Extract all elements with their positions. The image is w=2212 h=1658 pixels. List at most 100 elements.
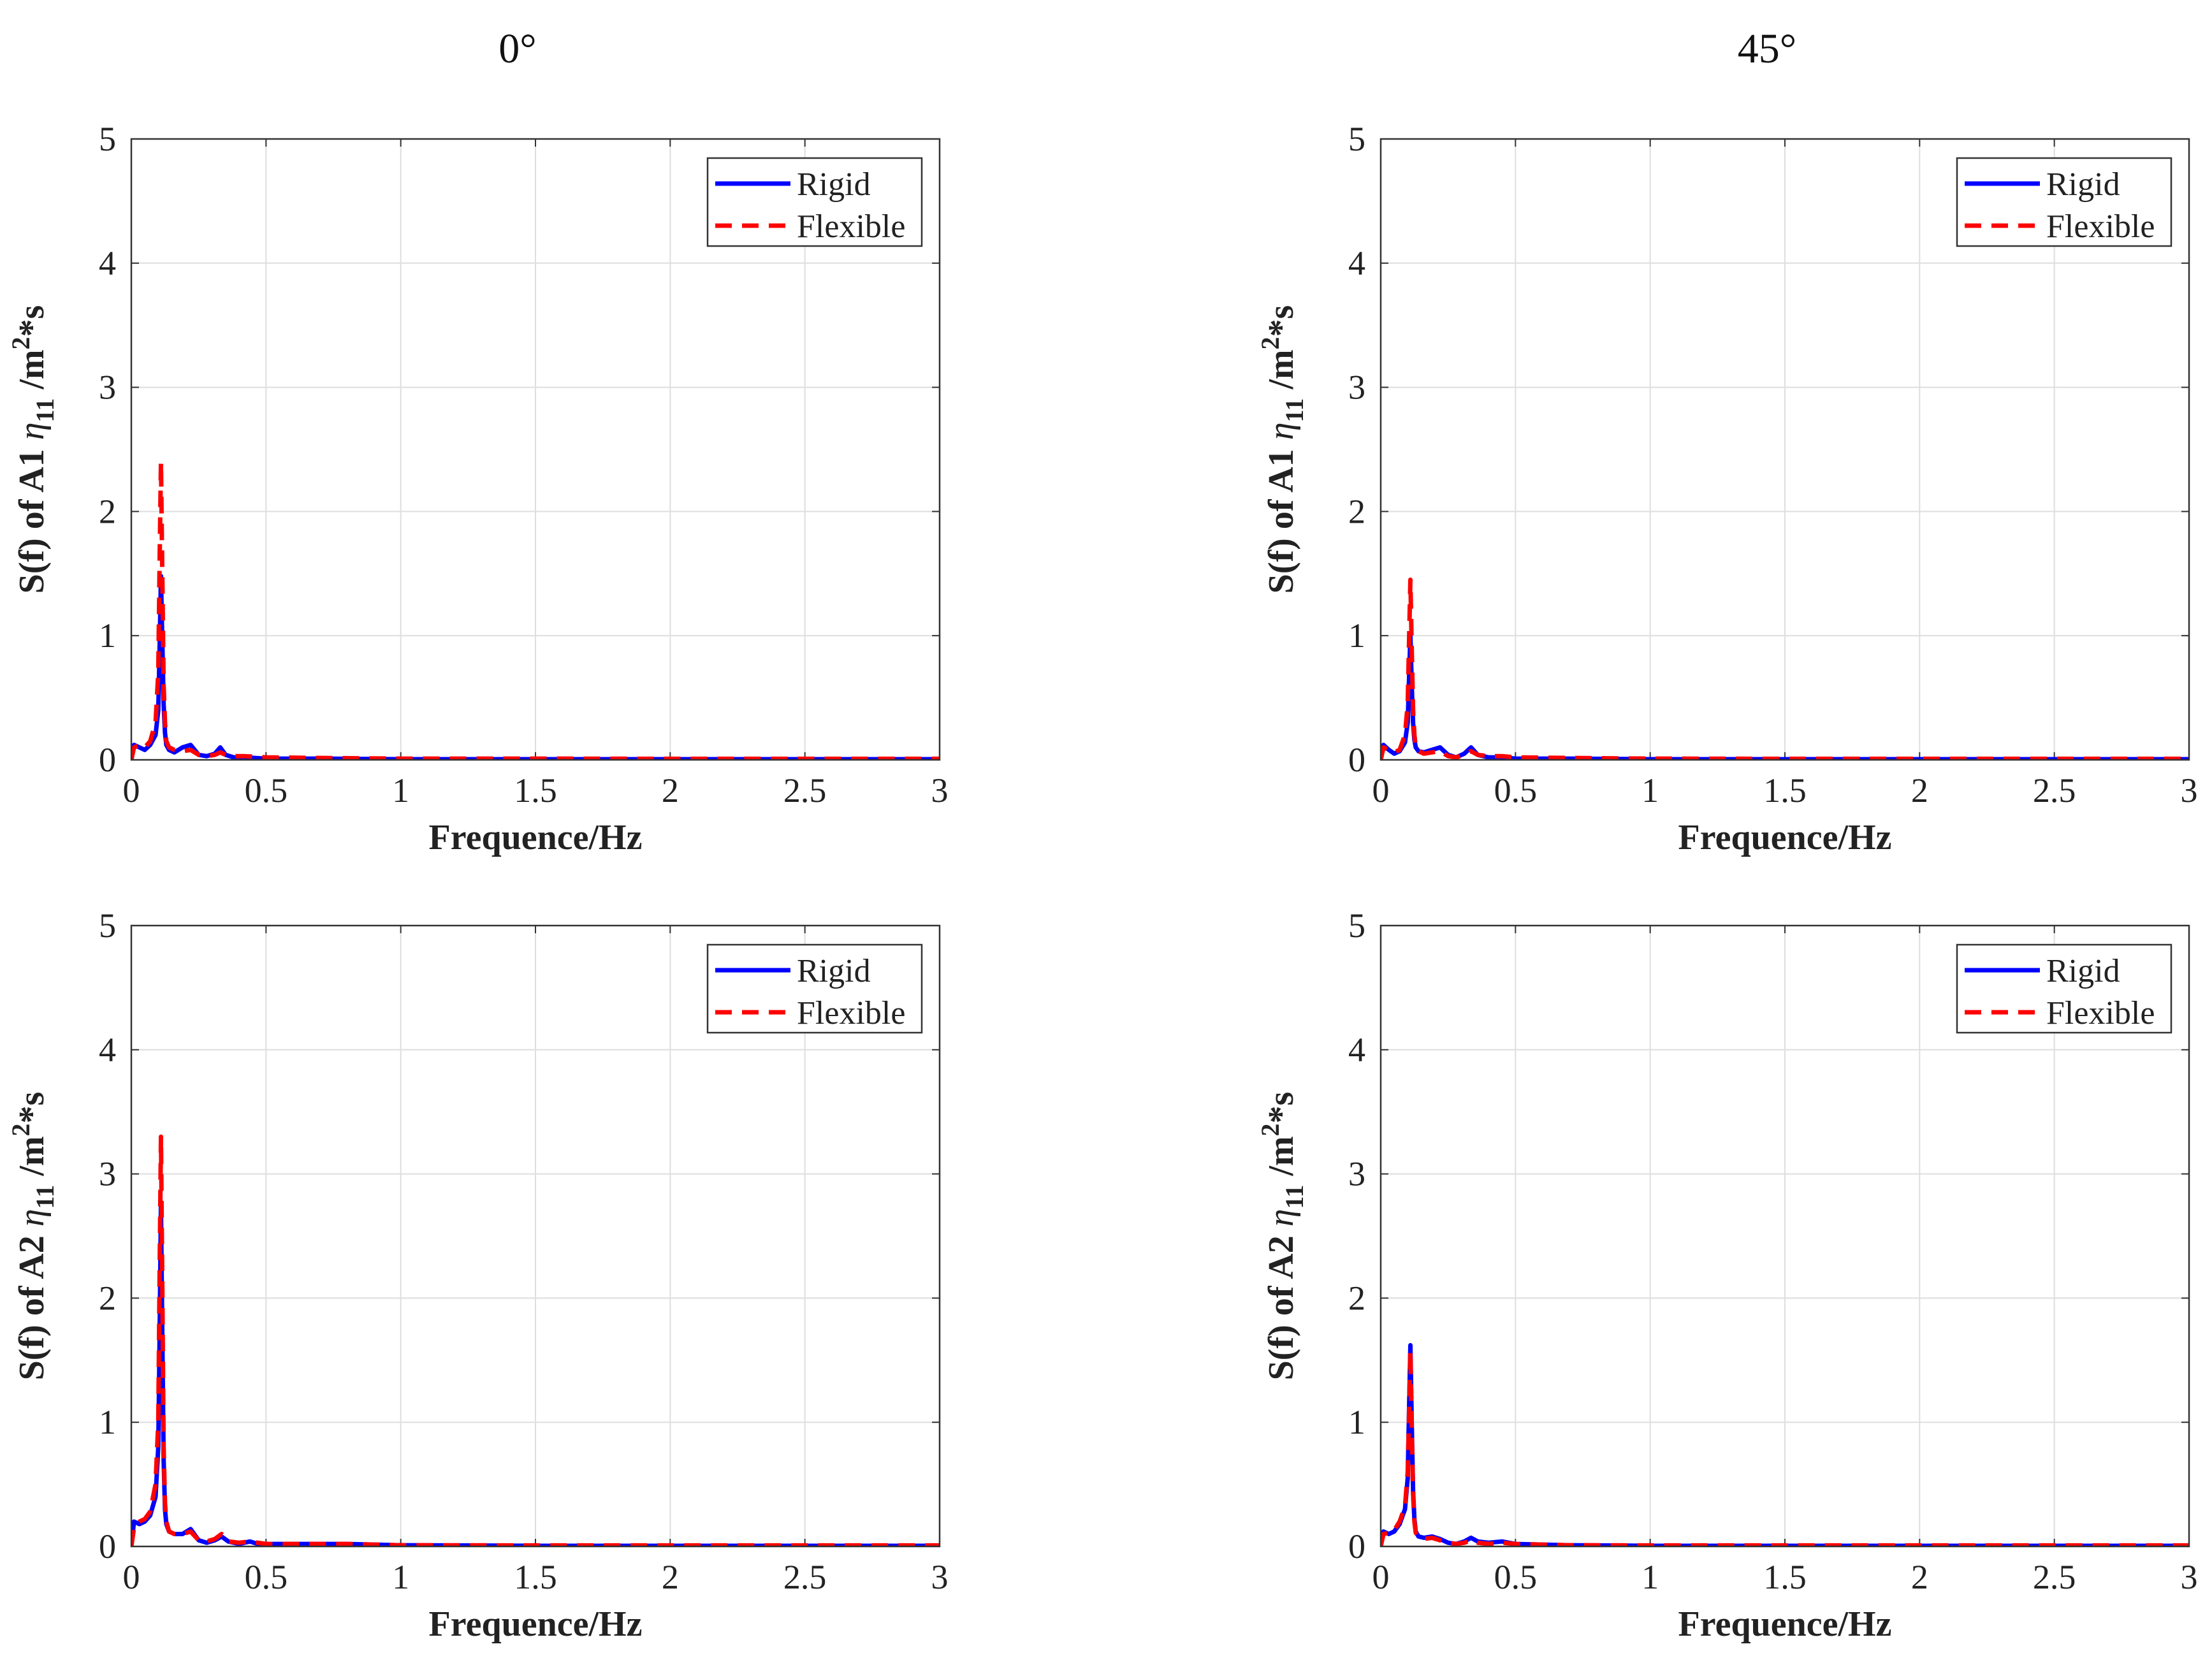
y-axis-label-suffix: *s [1262,305,1301,337]
y-tick-label: 4 [99,244,116,282]
x-tick-label: 2 [1911,771,1928,810]
y-axis-label-prefix: S(f) of A1 [12,440,52,593]
x-tick-label: 2.5 [783,771,827,810]
y-axis-label-eta: η [12,422,52,440]
y-tick-label: 4 [1348,1031,1365,1069]
x-tick-label: 2.5 [783,1558,827,1596]
x-tick-label: 1.5 [514,1558,557,1596]
x-tick-label: 0.5 [245,1558,288,1596]
x-axis-label: Frequence/Hz [429,1604,643,1644]
x-tick-label: 1.5 [1763,771,1807,810]
y-tick-label: 1 [99,616,116,655]
y-axis-label: S(f) of A2 η11 /m2*s [6,1092,59,1381]
y-tick-label: 5 [99,906,116,945]
y-axis-label-suffix: *s [12,305,52,337]
legend: Rigid Flexible [706,943,923,1034]
legend-label-flexible: Flexible [2046,208,2155,245]
y-axis-label-unit: /m [12,349,52,398]
axes-box [1379,138,2190,761]
y-tick-label: 5 [1348,120,1365,158]
y-axis-label-eta: η [12,1209,52,1226]
y-tick-label: 5 [99,120,116,158]
y-tick-label: 3 [99,368,116,407]
y-axis-label-eta: η [1262,1209,1301,1226]
series-line-rigid [1381,633,2189,760]
y-tick-label: 3 [1348,1155,1365,1193]
series-group [131,460,940,760]
y-axis-label-superscript: 2 [6,337,35,349]
y-axis-label-suffix: *s [12,1092,52,1124]
x-tick-label: 2.5 [2033,1558,2076,1596]
x-tick-label: 1 [392,771,409,810]
y-axis-label-prefix: S(f) of A2 [12,1226,52,1380]
x-tick-label: 2 [662,1558,679,1596]
series-line-flexible [1381,578,2189,760]
y-axis-label: S(f) of A2 η11 /m2*s [1256,1092,1309,1381]
legend-label-rigid: Rigid [797,953,871,989]
y-axis-label-subscript: 11 [1280,1185,1309,1209]
y-tick-label: 0 [1348,1527,1365,1566]
x-tick-label: 2.5 [2033,771,2076,810]
legend-box [706,943,923,1034]
y-axis-label-superscript: 2 [1256,337,1284,349]
legend-label-rigid: Rigid [2046,953,2120,989]
y-axis-label: S(f) of A1 η11 /m2*s [1256,305,1309,594]
y-axis-label-subscript: 11 [31,1185,59,1209]
y-tick-label: 1 [1348,616,1365,655]
x-tick-label: 1 [1641,771,1659,810]
x-tick-label: 0 [1372,1558,1390,1596]
x-tick-label: 1.5 [1763,1558,1807,1596]
x-tick-label: 3 [931,771,949,810]
legend-box [1956,157,2172,247]
y-axis-label-unit: /m [1262,349,1301,398]
axes-box [1379,924,2190,1548]
y-tick-label: 1 [1348,1403,1365,1441]
axes-box [130,924,941,1548]
y-axis-label-unit: /m [12,1136,52,1184]
column-title-45deg: 45° [1738,25,1796,72]
y-axis-label-prefix: S(f) of A1 [1262,440,1301,593]
y-tick-label: 0 [99,1527,116,1566]
x-tick-label: 0.5 [1494,771,1538,810]
x-axis-label: Frequence/Hz [1678,818,1892,857]
y-axis-label-superscript: 2 [6,1123,35,1136]
x-tick-label: 0.5 [245,771,288,810]
y-tick-label: 1 [99,1403,116,1441]
series-line-flexible [131,460,940,760]
series-line-flexible [131,1134,940,1546]
x-tick-label: 0.5 [1494,1558,1538,1596]
y-axis-label-eta: η [1262,422,1301,440]
y-tick-label: 3 [99,1155,116,1193]
legend-label-flexible: Flexible [797,995,905,1031]
y-axis-label-subscript: 11 [1280,398,1309,423]
y-tick-label: 0 [99,741,116,779]
y-axis-label-suffix: *s [1262,1092,1301,1124]
x-tick-label: 2 [662,771,679,810]
y-tick-label: 2 [99,1279,116,1317]
x-tick-label: 3 [931,1558,949,1596]
y-tick-label: 4 [1348,244,1365,282]
series-group [1381,578,2189,760]
legend: Rigid Flexible [1956,157,2172,247]
x-tick-label: 1 [392,1558,409,1596]
y-axis-label-subscript: 11 [31,398,59,423]
column-title-0deg: 0° [498,25,536,72]
x-axis-label: Frequence/Hz [429,818,643,857]
legend: Rigid Flexible [1956,943,2172,1034]
y-tick-label: 3 [1348,368,1365,407]
x-tick-label: 0 [123,1558,140,1596]
y-tick-label: 4 [99,1031,116,1069]
legend-label-flexible: Flexible [2046,995,2155,1031]
y-tick-label: 5 [1348,906,1365,945]
legend-box [1956,943,2172,1034]
x-tick-label: 3 [2181,771,2198,810]
x-tick-label: 0 [123,771,140,810]
y-axis-label-unit: /m [1262,1136,1301,1184]
panel-3: 0 0.5 1 1.5 2 2.5 3 0 1 2 3 4 5 Rigid Flexible Frequenc… [6,906,949,1644]
x-tick-label: 0 [1372,771,1390,810]
axes-box [130,138,941,761]
y-tick-label: 2 [99,492,116,530]
series-group [1381,1342,2189,1546]
y-axis-label-superscript: 2 [1256,1123,1284,1136]
